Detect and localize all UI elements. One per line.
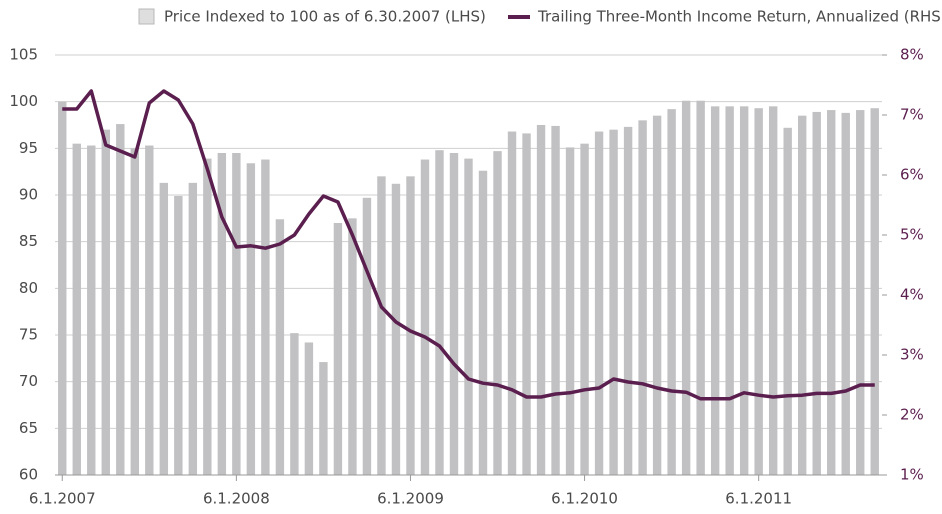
y2-tick-label: 5% [900,226,924,244]
bar [464,158,473,475]
y-tick-label: 95 [19,139,38,157]
bar [856,110,865,476]
legend-label: Price Indexed to 100 as of 6.30.2007 (LH… [164,8,486,26]
bar [348,218,357,476]
bar [246,163,256,475]
bar [812,111,821,475]
bar [188,182,198,475]
bar [145,145,154,476]
x-tick-label: 6.1.2011 [725,490,792,508]
line [62,89,875,401]
bar [522,133,531,475]
bar [116,124,125,476]
bar [217,153,227,475]
bar [580,143,589,475]
bar [420,159,430,476]
bar [710,106,720,475]
bar [667,109,676,475]
bar [696,100,705,475]
y2-tick-label: 4% [900,286,924,304]
bar [159,182,169,475]
bar [565,147,575,475]
y-tick-label: 100 [9,92,38,110]
bar [290,333,299,475]
bar [333,223,343,475]
bar [101,129,110,475]
y-tick-label: 85 [19,232,38,250]
x-tick-label: 6.1.2007 [29,490,96,508]
y2-tick-label: 2% [900,406,924,424]
bar [798,115,807,476]
y2-tick-label: 7% [900,106,924,124]
y2-tick-label: 3% [900,346,924,364]
bar [232,153,241,475]
bar [841,112,850,475]
bar [174,195,183,475]
y2-tick-label: 8% [900,46,924,64]
bar [304,342,314,475]
x-tick-label: 6.1.2010 [551,490,618,508]
y-tick-label: 60 [19,466,38,484]
bar [739,106,749,475]
bar [478,170,488,475]
bar [493,151,502,475]
bar [681,100,691,475]
y-tick-label: 70 [19,372,38,390]
bar [377,176,386,476]
bar [609,129,618,475]
y-tick-label: 105 [9,46,38,64]
bar [319,362,328,475]
bar [406,176,415,476]
y-tick-label: 80 [19,279,38,297]
bar [130,148,139,476]
bar [551,125,560,475]
legend-label: Trailing Three-Month Income Return, Annu… [537,8,942,26]
bar [507,131,517,476]
bar [783,127,792,476]
bar [449,153,459,475]
bar [768,106,778,475]
bar [827,110,836,476]
bar [594,131,604,476]
bar [870,108,879,475]
bar [362,197,372,476]
bar [652,115,662,476]
y-tick-label: 90 [19,186,38,204]
bar [87,145,96,476]
bar [275,219,285,475]
bar [754,108,763,475]
bar [435,150,444,475]
y2-tick-label: 1% [900,466,924,484]
bar [261,159,270,476]
bar [391,183,401,476]
x-tick-label: 6.1.2009 [377,490,444,508]
y-tick-label: 65 [19,419,38,437]
bar [638,120,647,475]
bar [725,106,734,475]
bar [623,126,633,475]
y2-tick-label: 6% [900,166,924,184]
bar [536,125,546,475]
bar [72,143,81,475]
bar [58,101,67,476]
bar [203,158,212,475]
x-tick-label: 6.1.2008 [203,490,270,508]
y-tick-label: 75 [19,326,38,344]
legend-swatch [138,8,155,25]
